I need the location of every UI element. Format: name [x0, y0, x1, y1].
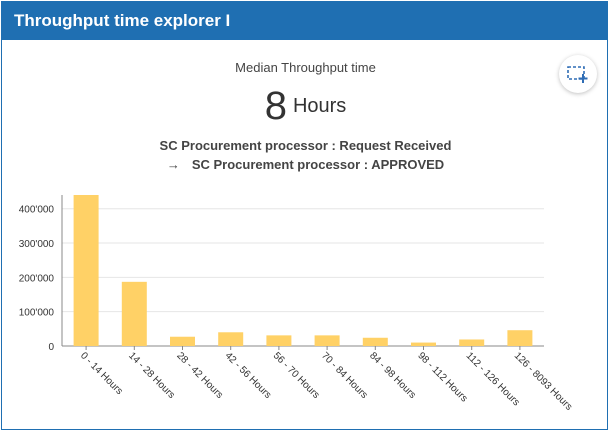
panel-title: Throughput time explorer I	[2, 2, 607, 40]
x-tick-label: 42 - 56 Hours	[223, 350, 274, 401]
x-tick-label: 98 - 112 Hours	[415, 350, 469, 404]
histogram-bar[interactable]	[362, 337, 388, 346]
transition-from: SC Procurement processor : Request Recei…	[159, 138, 452, 153]
y-tick-label: 300'000	[19, 239, 55, 250]
y-tick-label: 100'000	[19, 308, 55, 319]
arrow-right-icon: →	[166, 157, 180, 172]
y-tick-label: 200'000	[19, 273, 55, 284]
x-tick-label: 126 - 8093 Hours	[512, 350, 574, 412]
histogram-bar[interactable]	[266, 335, 292, 346]
histogram-bar[interactable]	[459, 339, 485, 346]
x-tick-label: 56 - 70 Hours	[271, 350, 322, 401]
x-tick-label: 0 - 14 Hours	[78, 350, 125, 397]
histogram-bar[interactable]	[314, 335, 340, 346]
histogram-bar[interactable]	[121, 281, 147, 346]
histogram-bar[interactable]	[218, 332, 244, 346]
x-tick-label: 84 - 98 Hours	[367, 350, 418, 401]
transition-to-line: → SC Procurement processor : APPROVED	[2, 157, 609, 172]
y-tick-label: 400'000	[19, 205, 55, 216]
histogram-bar[interactable]	[411, 342, 436, 346]
summary-value: 8	[264, 84, 287, 128]
x-tick-label: 28 - 42 Hours	[174, 350, 225, 401]
histogram-bar[interactable]	[170, 336, 195, 346]
histogram-bar[interactable]	[507, 330, 533, 346]
add-selection-button[interactable]	[559, 55, 597, 93]
summary-value-block: 8 Hours	[2, 84, 609, 129]
add-selection-icon	[567, 66, 588, 83]
transition-to: SC Procurement processor : APPROVED	[191, 157, 445, 172]
x-tick-label: 70 - 84 Hours	[319, 350, 370, 401]
histogram-bar[interactable]	[73, 195, 99, 346]
x-tick-label: 14 - 28 Hours	[126, 350, 177, 401]
summary-label: Median Throughput time	[235, 60, 376, 75]
y-tick-label: 0	[48, 342, 54, 353]
summary-unit: Hours	[292, 95, 347, 117]
